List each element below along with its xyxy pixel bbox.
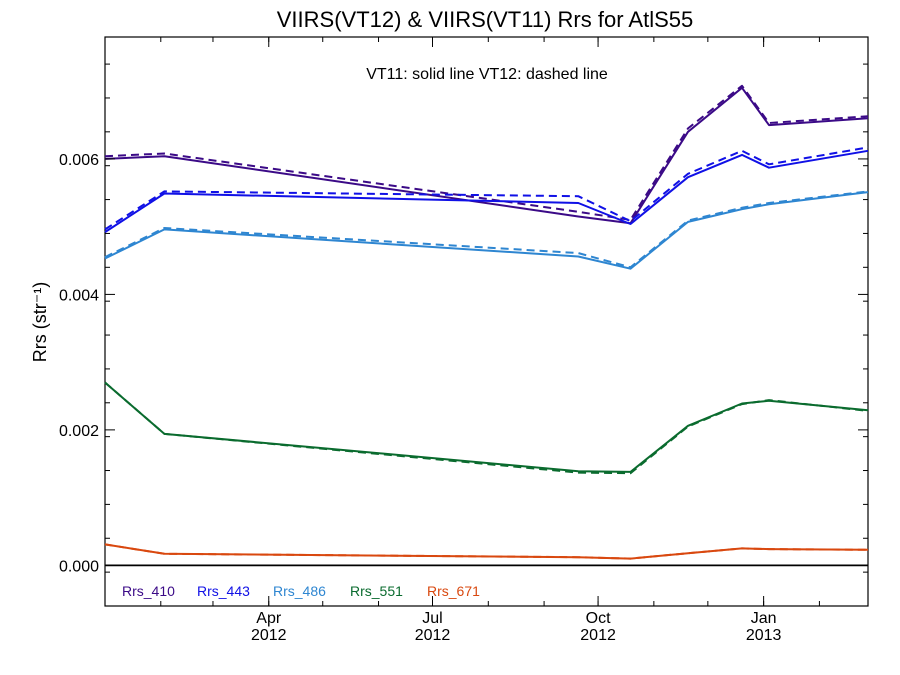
- series-line-rrs-410-solid: [104, 86, 869, 225]
- legend-item-rrs-410: Rrs_410: [122, 583, 175, 599]
- y-tick-label: 0.006: [59, 152, 99, 169]
- x-tick-label-month: Oct: [586, 610, 611, 627]
- series-line-rrs-410-dashed: [104, 84, 869, 221]
- chart-title: VIIRS(VT12) & VIIRS(VT11) Rrs for AtlS55: [277, 7, 694, 32]
- series-line-rrs-443-solid: [104, 149, 869, 233]
- y-axis-label: Rrs (str⁻¹): [30, 282, 50, 362]
- x-tick-label-month: Apr: [256, 610, 282, 627]
- line-style-annotation: VT11: solid line VT12: dashed line: [366, 66, 608, 83]
- series-line-rrs-551-solid: [104, 381, 869, 473]
- series-line-rrs-671-solid: [104, 543, 869, 560]
- plot-frame: [104, 36, 869, 607]
- x-tick-label-month: Jul: [422, 610, 442, 627]
- series-line-rrs-443-dashed: [104, 146, 869, 231]
- legend-item-rrs-551: Rrs_551: [350, 583, 403, 599]
- x-tick-label-year: 2012: [415, 627, 451, 644]
- y-tick-label: 0.004: [59, 287, 99, 304]
- series-layer: [104, 84, 869, 560]
- legend-item-rrs-443: Rrs_443: [197, 583, 250, 599]
- legend-item-rrs-671: Rrs_671: [427, 583, 480, 599]
- legend: Rrs_410 Rrs_443 Rrs_486 Rrs_551 Rrs_671: [122, 583, 480, 599]
- series-line-rrs-486-solid: [104, 191, 869, 270]
- legend-item-rrs-486: Rrs_486: [273, 583, 326, 599]
- x-tick-label-month: Jan: [751, 610, 777, 627]
- series-line-rrs-486-dashed: [104, 190, 869, 269]
- y-axis: 0.000 0.002 0.004 0.006: [59, 63, 868, 607]
- series-line-rrs-671-dashed: [104, 543, 869, 560]
- y-tick-label: 0.002: [59, 423, 99, 440]
- y-tick-label: 0.000: [59, 558, 99, 575]
- x-tick-label-year: 2012: [580, 627, 616, 644]
- x-tick-label-year: 2013: [746, 627, 782, 644]
- x-tick-label-year: 2012: [251, 627, 287, 644]
- series-line-rrs-551-dashed: [104, 381, 869, 475]
